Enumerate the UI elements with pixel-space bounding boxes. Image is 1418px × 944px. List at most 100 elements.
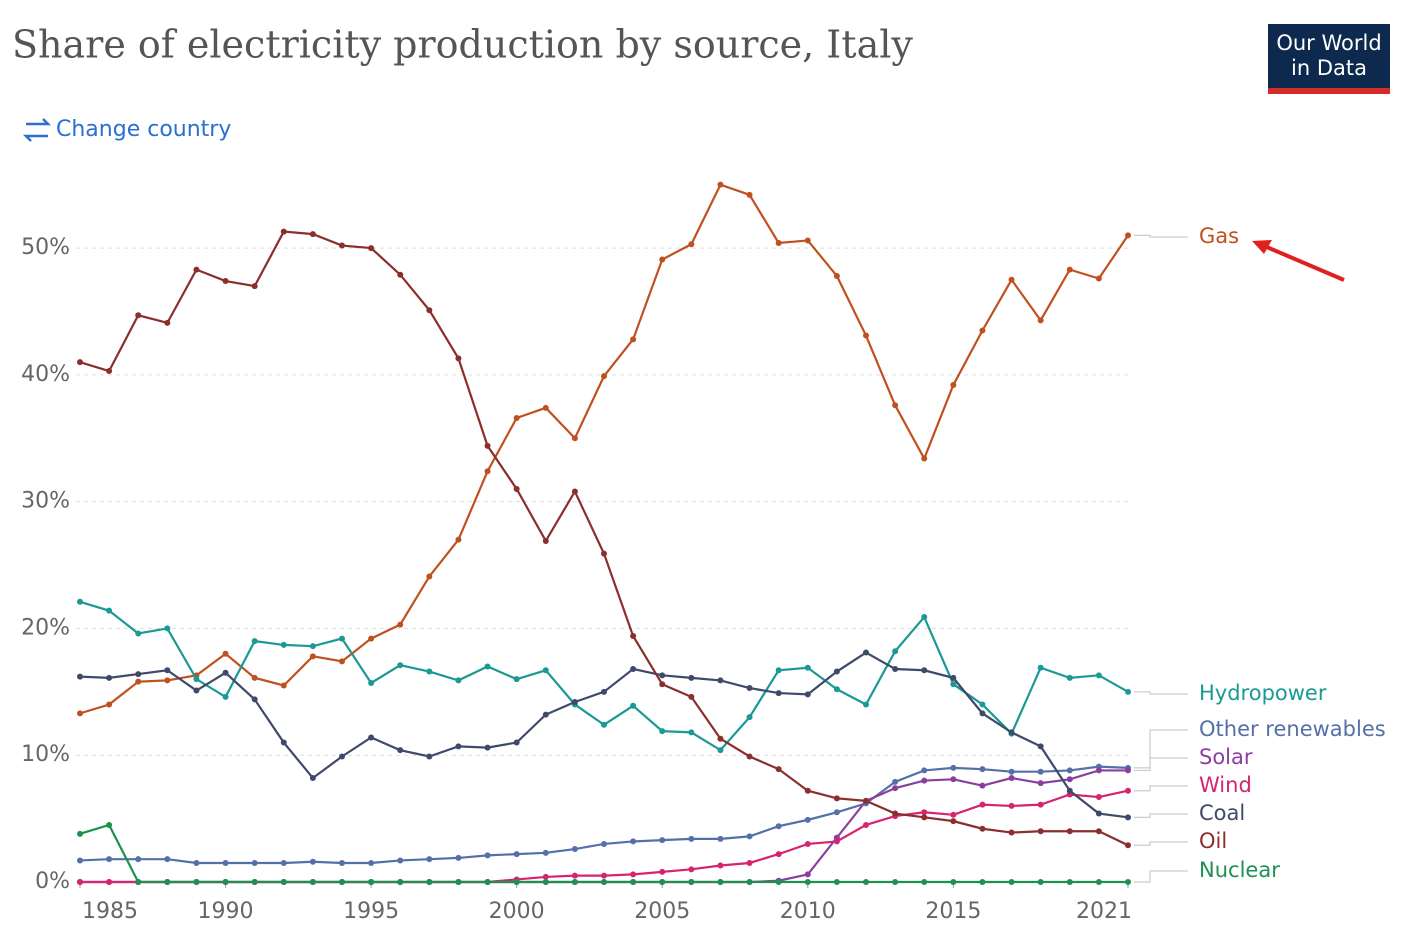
data-point <box>426 753 433 760</box>
data-point <box>1125 232 1131 239</box>
data-point <box>979 825 986 832</box>
data-point <box>193 879 200 885</box>
data-point <box>746 714 753 721</box>
data-point <box>339 658 345 665</box>
data-point <box>426 879 433 885</box>
data-point <box>659 728 666 735</box>
x-tick-label: 2021 <box>1076 899 1132 924</box>
series-label: Oil <box>1199 829 1227 853</box>
data-point <box>601 879 607 885</box>
data-point <box>222 859 229 866</box>
data-point <box>542 537 549 544</box>
data-point <box>164 856 171 863</box>
data-point <box>309 643 316 650</box>
data-point <box>892 810 899 817</box>
leader-line <box>1134 785 1188 792</box>
series: Other renewables <box>77 717 1386 866</box>
data-point <box>1095 672 1102 679</box>
data-point <box>921 809 928 816</box>
data-point <box>368 245 375 252</box>
x-tick-label: 2000 <box>489 899 545 924</box>
data-point <box>542 873 549 880</box>
data-point <box>309 858 316 865</box>
data-point <box>1095 275 1102 282</box>
data-point <box>833 686 840 693</box>
series-label: Solar <box>1199 745 1253 769</box>
data-point <box>688 674 695 681</box>
data-point <box>921 814 928 821</box>
data-point <box>484 468 491 475</box>
data-point <box>164 677 171 684</box>
data-point <box>542 667 549 674</box>
data-point <box>746 685 753 692</box>
data-point <box>630 336 637 343</box>
series-line <box>80 789 1129 884</box>
data-point <box>688 729 695 736</box>
data-point <box>1095 879 1102 885</box>
data-point <box>513 485 520 492</box>
data-point <box>950 776 957 783</box>
data-point <box>426 856 433 863</box>
data-point <box>601 688 607 695</box>
data-point <box>280 879 287 885</box>
data-point <box>1125 842 1131 849</box>
data-point <box>251 638 258 645</box>
data-point <box>135 312 142 319</box>
annotation-arrow <box>1261 243 1345 282</box>
series-line <box>79 765 1129 865</box>
data-point <box>571 879 578 885</box>
data-point <box>1095 828 1102 835</box>
data-point <box>630 633 637 640</box>
data-point <box>426 668 433 675</box>
data-point <box>1125 767 1131 774</box>
data-point <box>921 614 928 621</box>
data-point <box>1008 768 1015 775</box>
data-point <box>1008 729 1015 736</box>
data-point <box>1125 814 1131 821</box>
data-point <box>77 673 83 680</box>
data-point <box>426 307 433 314</box>
data-point <box>950 681 957 688</box>
data-point <box>688 241 695 248</box>
data-point <box>979 766 986 773</box>
data-point <box>1037 664 1044 671</box>
data-point <box>222 693 229 700</box>
series: Gas <box>77 181 1239 717</box>
data-point <box>746 191 753 198</box>
data-point <box>368 635 375 642</box>
data-point <box>513 879 520 885</box>
change-country[interactable]: Change country <box>22 117 231 142</box>
data-point <box>1008 879 1015 885</box>
data-point <box>630 702 637 709</box>
data-point <box>455 536 462 543</box>
data-point <box>193 687 200 694</box>
data-point <box>717 677 724 684</box>
data-point <box>688 693 695 700</box>
series-label: Wind <box>1199 773 1252 797</box>
y-tick-label: 10% <box>21 742 70 767</box>
data-point <box>455 355 462 362</box>
change-country-link[interactable]: Change country <box>56 117 231 142</box>
data-point <box>833 838 840 845</box>
series-line <box>79 651 1129 819</box>
data-point <box>601 721 607 728</box>
data-point <box>309 775 316 782</box>
data-point <box>513 739 520 746</box>
leader-line <box>1134 870 1188 883</box>
data-point <box>775 823 782 830</box>
data-point <box>106 856 113 863</box>
data-point <box>455 677 462 684</box>
data-point <box>1037 317 1044 324</box>
data-point <box>193 676 200 683</box>
leader-line <box>1134 841 1188 846</box>
data-point <box>77 879 83 885</box>
data-point <box>1066 266 1073 273</box>
data-point <box>804 237 811 244</box>
data-point <box>804 691 811 698</box>
data-point <box>950 764 957 771</box>
data-point <box>979 710 986 717</box>
logo: Our World in Data <box>1268 24 1390 94</box>
data-point <box>833 795 840 802</box>
data-point <box>368 859 375 866</box>
data-point <box>164 879 171 885</box>
